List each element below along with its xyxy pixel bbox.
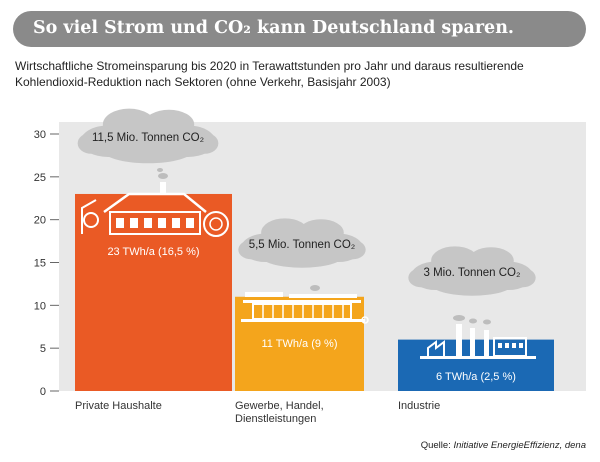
title-bar: So viel Strom und CO₂ kann Deutschland s… <box>13 11 586 47</box>
chart-title: So viel Strom und CO₂ kann Deutschland s… <box>33 18 515 38</box>
cloud-icon <box>408 246 536 296</box>
factory-icon <box>420 315 536 359</box>
co2-label: 5,5 Mio. Tonnen CO₂ <box>249 239 356 251</box>
y-tick-label: 0 <box>40 386 46 398</box>
shop-icon <box>241 285 369 324</box>
category-gewerbe: Gewerbe, Handel, <box>235 400 324 412</box>
y-tick-label: 10 <box>34 300 46 312</box>
bar-private-haushalte <box>75 193 232 391</box>
chart-subtitle: Wirtschaftliche Stromeinsparung bis 2020… <box>15 59 524 89</box>
source-note: Quelle: Initiative EnergieEffizienz, den… <box>421 440 586 451</box>
category-gewerbe: Dienstleistungen <box>235 413 316 425</box>
bar-value-label: 6 TWh/a (2,5 %) <box>436 371 516 383</box>
y-tick-label: 25 <box>34 172 46 184</box>
source-text: Initiative EnergieEffizienz, dena <box>453 440 586 451</box>
co2-label: 3 Mio. Tonnen CO₂ <box>424 267 521 279</box>
category-industrie: Industrie <box>398 400 440 412</box>
cloud-icon <box>238 218 366 268</box>
cloud-icon <box>77 108 219 164</box>
category-private-haushalte: Private Haushalte <box>75 400 162 412</box>
y-tick-label: 5 <box>40 343 46 355</box>
bar-value-label: 23 TWh/a (16,5 %) <box>107 246 199 258</box>
bar-value-label: 11 TWh/a (9 %) <box>261 338 337 350</box>
y-tick-label: 20 <box>34 215 46 227</box>
source-label: Quelle: <box>420 440 451 451</box>
y-tick-label: 15 <box>34 258 46 270</box>
house-icon <box>81 168 229 237</box>
bar-industrie <box>398 339 554 391</box>
co2-label: 11,5 Mio. Tonnen CO₂ <box>92 132 204 144</box>
y-tick-label: 30 <box>34 129 46 141</box>
